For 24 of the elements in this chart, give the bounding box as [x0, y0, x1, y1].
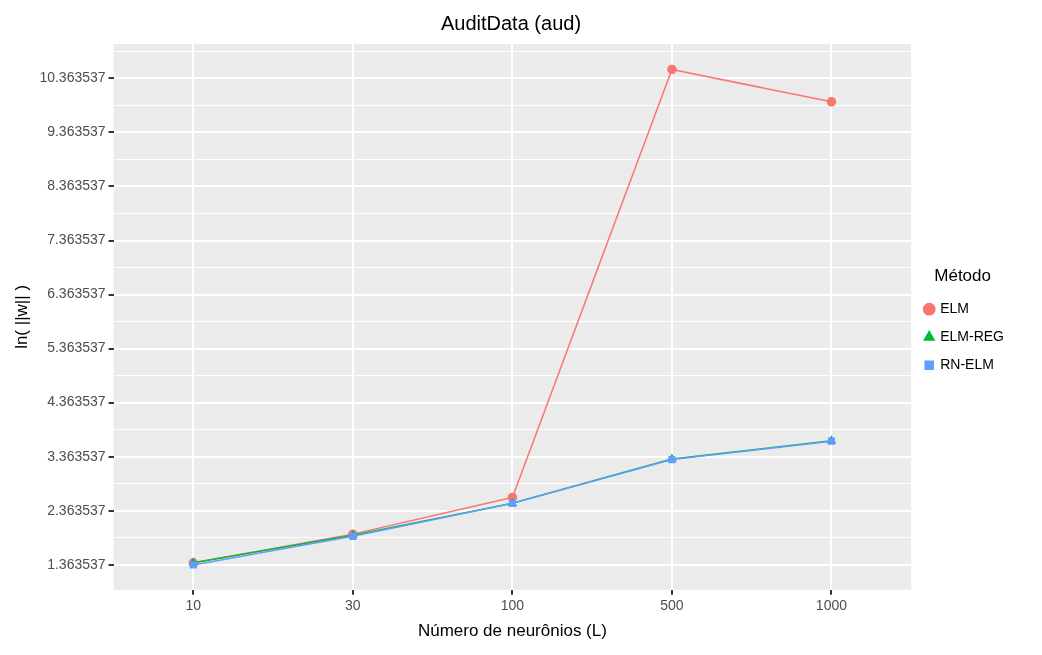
- y-tick-label: 4.363537: [47, 393, 106, 410]
- y-tick-label: 7.363537: [47, 231, 106, 248]
- chart-title: AuditData (aud): [440, 11, 582, 34]
- y-tick-label: 10.363537: [39, 69, 106, 86]
- y-tick-label: 8.363537: [47, 177, 106, 194]
- legend-label: ELM: [940, 300, 970, 317]
- y-tick-label: 5.363537: [47, 339, 106, 356]
- x-tick-label: 10: [185, 597, 202, 614]
- y-axis-title: ln( ||w|| ): [11, 284, 31, 349]
- y-tick-label: 3.363537: [47, 447, 106, 464]
- x-tick-label: 500: [660, 597, 684, 614]
- x-tick-label: 30: [345, 597, 361, 614]
- y-tick-label: 9.363537: [47, 123, 106, 140]
- x-axis-title: Número de neurônios (L): [417, 621, 607, 641]
- x-tick-label: 100: [500, 597, 525, 614]
- point: [826, 97, 837, 107]
- x-tick-label: 1000: [815, 597, 848, 614]
- y-tick-label: 6.363537: [47, 285, 106, 302]
- y-tick-label: 2.363537: [47, 501, 106, 518]
- legend-label: ELM-REG: [940, 328, 1005, 345]
- point: [667, 64, 677, 75]
- y-tick-label: 1.363537: [47, 555, 106, 572]
- legend-label: RN-ELM: [940, 356, 994, 373]
- legend-title: Método: [934, 265, 991, 285]
